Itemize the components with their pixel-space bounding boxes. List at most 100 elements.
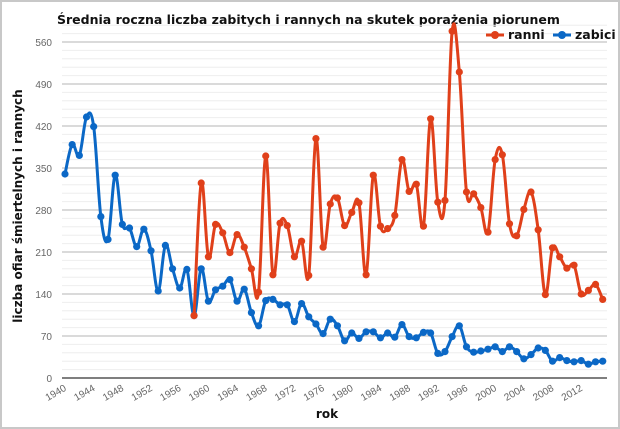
data-point-zabici-1988[interactable] bbox=[405, 333, 413, 341]
data-point-ranni-1968[interactable] bbox=[262, 152, 270, 160]
data-point-ranni-1997[interactable] bbox=[470, 190, 478, 198]
data-point-zabici-1957[interactable] bbox=[183, 265, 191, 273]
data-point-zabici-1981[interactable] bbox=[355, 334, 363, 342]
data-point-zabici-2006[interactable] bbox=[534, 344, 542, 352]
data-point-ranni-1998[interactable] bbox=[477, 204, 485, 212]
data-point-ranni-1973[interactable] bbox=[297, 237, 306, 245]
data-point-zabici-2010[interactable] bbox=[563, 357, 571, 365]
data-point-zabici-1955[interactable] bbox=[168, 265, 177, 273]
data-point-ranni-1958[interactable] bbox=[190, 312, 198, 320]
data-point-ranni-1987[interactable] bbox=[398, 156, 406, 164]
data-point-zabici-1976[interactable] bbox=[319, 330, 327, 338]
data-point-zabici-2009[interactable] bbox=[556, 354, 564, 362]
legend-item-ranni[interactable]: ranni bbox=[486, 27, 545, 42]
data-point-zabici-1952[interactable] bbox=[147, 247, 155, 255]
data-point-zabici-1954[interactable] bbox=[161, 241, 169, 249]
data-point-ranni-1995[interactable] bbox=[455, 68, 463, 76]
data-point-zabici-1974[interactable] bbox=[305, 313, 313, 321]
data-point-zabici-1992[interactable] bbox=[434, 349, 442, 357]
data-point-ranni-1971[interactable] bbox=[283, 222, 291, 230]
data-point-ranni-1981[interactable] bbox=[355, 199, 363, 207]
data-point-ranni-1975[interactable] bbox=[312, 135, 320, 143]
data-point-zabici-1990[interactable] bbox=[419, 328, 428, 336]
data-point-zabici-1953[interactable] bbox=[154, 287, 162, 295]
data-point-ranni-1986[interactable] bbox=[391, 211, 399, 219]
data-point-ranni-1983[interactable] bbox=[369, 171, 377, 179]
data-point-ranni-2000[interactable] bbox=[491, 156, 499, 164]
data-point-ranni-1976[interactable] bbox=[319, 243, 327, 251]
data-point-ranni-1960[interactable] bbox=[204, 253, 212, 261]
data-point-zabici-1989[interactable] bbox=[412, 334, 420, 342]
data-point-zabici-1940[interactable] bbox=[61, 170, 69, 178]
data-point-ranni-1974[interactable] bbox=[305, 271, 313, 279]
data-point-zabici-1972[interactable] bbox=[290, 318, 299, 326]
data-point-ranni-1972[interactable] bbox=[290, 253, 299, 261]
data-point-ranni-1962[interactable] bbox=[219, 229, 227, 237]
data-point-zabici-2014[interactable] bbox=[591, 358, 600, 366]
data-point-ranni-2003[interactable] bbox=[513, 232, 521, 240]
data-point-zabici-1982[interactable] bbox=[362, 328, 370, 336]
data-point-zabici-1986[interactable] bbox=[391, 333, 399, 341]
data-point-zabici-1995[interactable] bbox=[455, 322, 463, 330]
data-point-zabici-1963[interactable] bbox=[226, 276, 234, 284]
data-point-zabici-1961[interactable] bbox=[211, 286, 220, 294]
data-point-ranni-2006[interactable] bbox=[534, 226, 542, 234]
legend-item-zabici[interactable]: zabici bbox=[553, 27, 616, 42]
data-point-ranni-2015[interactable] bbox=[599, 295, 607, 303]
data-point-ranni-1993[interactable] bbox=[441, 196, 449, 204]
data-point-zabici-1966[interactable] bbox=[247, 309, 256, 317]
data-point-zabici-1941[interactable] bbox=[68, 141, 76, 149]
data-point-ranni-1978[interactable] bbox=[333, 194, 342, 202]
data-point-ranni-1970[interactable] bbox=[276, 219, 284, 227]
data-point-ranni-2012[interactable] bbox=[577, 290, 585, 298]
data-point-ranni-2005[interactable] bbox=[527, 188, 535, 196]
data-point-zabici-2003[interactable] bbox=[513, 348, 521, 356]
data-point-zabici-1979[interactable] bbox=[341, 337, 349, 345]
data-point-zabici-1942[interactable] bbox=[75, 151, 83, 159]
data-point-ranni-2004[interactable] bbox=[520, 205, 528, 213]
data-point-zabici-2013[interactable] bbox=[584, 360, 592, 368]
data-point-zabici-2002[interactable] bbox=[505, 343, 514, 351]
data-point-zabici-2004[interactable] bbox=[520, 355, 528, 363]
data-point-zabici-1943[interactable] bbox=[82, 113, 91, 121]
data-point-zabici-1949[interactable] bbox=[125, 224, 134, 232]
data-point-ranni-1967[interactable] bbox=[254, 288, 263, 296]
data-point-ranni-1964[interactable] bbox=[233, 231, 241, 239]
data-point-zabici-1975[interactable] bbox=[312, 320, 320, 328]
data-point-ranni-1994[interactable] bbox=[448, 27, 456, 35]
data-point-ranni-1980[interactable] bbox=[348, 208, 356, 216]
data-point-zabici-1946[interactable] bbox=[104, 235, 112, 243]
data-point-ranni-2008[interactable] bbox=[548, 244, 557, 252]
data-point-ranni-1992[interactable] bbox=[434, 198, 442, 206]
data-point-ranni-1979[interactable] bbox=[341, 222, 349, 230]
data-point-ranni-2007[interactable] bbox=[541, 291, 549, 299]
data-point-zabici-1967[interactable] bbox=[254, 322, 263, 330]
data-point-ranni-1991[interactable] bbox=[427, 115, 435, 123]
data-point-zabici-1993[interactable] bbox=[441, 348, 449, 356]
data-point-zabici-1956[interactable] bbox=[176, 284, 184, 292]
data-point-ranni-2014[interactable] bbox=[591, 280, 600, 288]
data-point-ranni-1969[interactable] bbox=[269, 271, 277, 279]
data-point-ranni-1985[interactable] bbox=[384, 225, 392, 233]
data-point-zabici-1984[interactable] bbox=[376, 334, 385, 342]
data-point-zabici-1960[interactable] bbox=[204, 297, 212, 305]
data-point-ranni-1984[interactable] bbox=[376, 222, 385, 230]
data-point-zabici-1977[interactable] bbox=[326, 315, 334, 323]
data-point-ranni-2010[interactable] bbox=[563, 264, 571, 272]
data-point-zabici-1997[interactable] bbox=[470, 348, 478, 356]
data-point-zabici-1987[interactable] bbox=[398, 321, 406, 329]
data-point-zabici-2011[interactable] bbox=[570, 358, 578, 366]
data-point-zabici-2000[interactable] bbox=[491, 343, 499, 351]
data-point-zabici-2008[interactable] bbox=[548, 357, 557, 365]
data-point-ranni-1988[interactable] bbox=[405, 187, 413, 195]
data-point-ranni-1990[interactable] bbox=[419, 222, 428, 230]
data-point-zabici-1944[interactable] bbox=[90, 123, 98, 131]
data-point-zabici-1985[interactable] bbox=[384, 329, 392, 337]
data-point-zabici-1968[interactable] bbox=[262, 297, 270, 305]
data-point-zabici-1969[interactable] bbox=[269, 295, 277, 303]
data-point-ranni-1977[interactable] bbox=[326, 200, 334, 208]
data-point-zabici-1991[interactable] bbox=[427, 329, 435, 337]
data-point-zabici-2001[interactable] bbox=[498, 348, 506, 356]
data-point-zabici-1994[interactable] bbox=[448, 333, 456, 341]
data-point-zabici-1965[interactable] bbox=[240, 285, 248, 293]
